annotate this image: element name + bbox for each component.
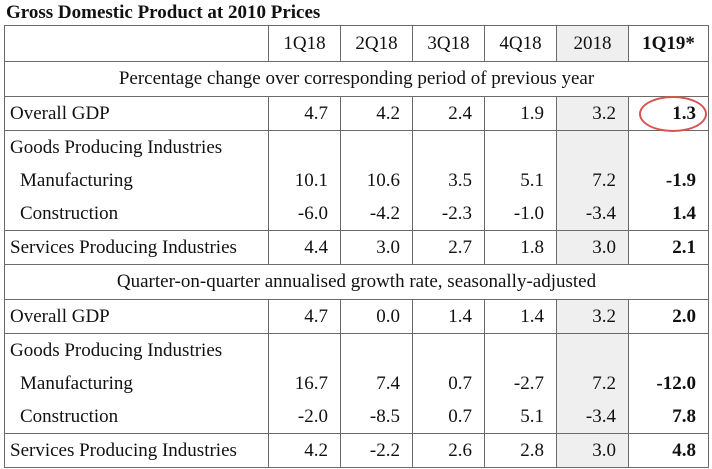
table-cell: 0.0 [340,299,413,334]
table-cell: 3.0 [340,230,413,265]
table-cell [556,130,629,164]
row-label: Manufacturing [4,367,269,400]
row-label: Overall GDP [4,299,269,334]
table-cell: 1.4 [412,299,485,334]
table-row: Manufacturing 16.7 7.4 0.7 -2.7 7.2 -12.… [4,367,709,400]
col-header: 2018 [556,25,629,62]
table-cell: 7.4 [340,367,413,400]
table-cell [340,130,413,164]
table-cell [628,130,709,164]
table-cell: 4.2 [340,96,413,131]
table-cell: 4.4 [268,230,341,265]
col-header-highlight: 1Q19* [628,25,709,62]
table-cell [268,130,341,164]
table-cell [484,130,557,164]
table-cell [340,333,413,367]
table-cell: 1.4 [484,299,557,334]
table-cell: 3.0 [556,230,629,265]
table-cell: -2.3 [412,197,485,231]
row-label: Manufacturing [4,164,269,197]
table-cell: 4.7 [268,299,341,334]
table-cell: -2.0 [268,400,341,434]
table-cell: 4.8 [628,433,709,468]
table-cell: 1.8 [484,230,557,265]
table-row: Services Producing Industries 4.2 -2.2 2… [4,433,709,468]
row-label: Goods Producing Industries [4,333,269,367]
row-label: Overall GDP [4,96,269,131]
table-cell: 2.1 [628,230,709,265]
table-row: Overall GDP 4.7 4.2 2.4 1.9 3.2 1.3 [4,96,709,131]
table-cell: 0.7 [412,367,485,400]
table-cell [412,130,485,164]
section-heading-row: Quarter-on-quarter annualised growth rat… [4,264,709,300]
row-label: Construction [4,400,269,434]
table-cell: 5.1 [484,164,557,197]
table-cell: 10.6 [340,164,413,197]
row-label: Services Producing Industries [4,230,269,265]
table-row: Goods Producing Industries [4,333,709,367]
table-cell: -12.0 [628,367,709,400]
table-cell [628,333,709,367]
table-cell: 3.0 [556,433,629,468]
table-cell: 4.7 [268,96,341,131]
col-header: 3Q18 [412,25,485,62]
table-cell: -8.5 [340,400,413,434]
table-cell: 3.2 [556,96,629,131]
table-cell: 1.9 [484,96,557,131]
table-cell [556,333,629,367]
row-label: Goods Producing Industries [4,130,269,164]
section-heading-row: Percentage change over corresponding per… [4,61,709,97]
table-row: Construction -2.0 -8.5 0.7 5.1 -3.4 7.8 [4,400,709,434]
table-cell: 7.8 [628,400,709,434]
table-cell: 16.7 [268,367,341,400]
table-cell: -3.4 [556,197,629,231]
table-cell: 4.2 [268,433,341,468]
table-cell: -4.2 [340,197,413,231]
table-cell: 10.1 [268,164,341,197]
table-cell [484,333,557,367]
table-row: Manufacturing 10.1 10.6 3.5 5.1 7.2 -1.9 [4,164,709,197]
table-cell: 3.2 [556,299,629,334]
row-label: Services Producing Industries [4,433,269,468]
table-cell: -2.7 [484,367,557,400]
row-label: Construction [4,197,269,231]
table-cell [268,333,341,367]
col-header: 2Q18 [340,25,413,62]
table-cell: 0.7 [412,400,485,434]
header-corner [4,25,269,62]
table-cell: 2.4 [412,96,485,131]
section-heading: Quarter-on-quarter annualised growth rat… [4,264,709,300]
table-cell: -2.2 [340,433,413,468]
table-row: Goods Producing Industries [4,130,709,164]
table-cell: -1.9 [628,164,709,197]
page-title: Gross Domestic Product at 2010 Prices [6,2,321,23]
table-cell: 7.2 [556,164,629,197]
table-cell: 1.4 [628,197,709,231]
table-cell: -3.4 [556,400,629,434]
table-cell: 2.7 [412,230,485,265]
table-row: Overall GDP 4.7 0.0 1.4 1.4 3.2 2.0 [4,299,709,334]
table-row: Services Producing Industries 4.4 3.0 2.… [4,230,709,265]
table-cell: -6.0 [268,197,341,231]
header-row: 1Q18 2Q18 3Q18 4Q18 2018 1Q19* [4,25,709,62]
table-cell [412,333,485,367]
col-header: 1Q18 [268,25,341,62]
table-cell: 7.2 [556,367,629,400]
table-cell: 2.0 [628,299,709,334]
table-cell: 2.6 [412,433,485,468]
table-cell: 2.8 [484,433,557,468]
section-heading: Percentage change over corresponding per… [4,61,709,97]
table-cell: 3.5 [412,164,485,197]
table-cell-highlight: 1.3 [628,96,709,131]
table-row: Construction -6.0 -4.2 -2.3 -1.0 -3.4 1.… [4,197,709,231]
table-cell: -1.0 [484,197,557,231]
table-cell: 5.1 [484,400,557,434]
col-header: 4Q18 [484,25,557,62]
gdp-table: 1Q18 2Q18 3Q18 4Q18 2018 1Q19* Percentag… [4,25,709,468]
